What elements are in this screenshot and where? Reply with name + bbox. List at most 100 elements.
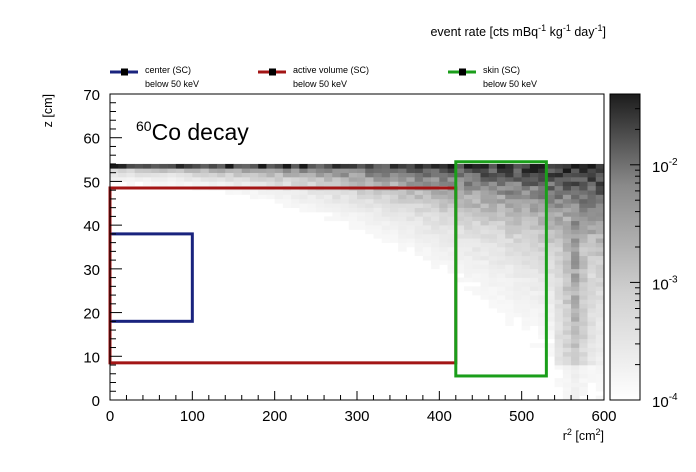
heatmap-cell bbox=[291, 190, 300, 195]
heatmap-cell bbox=[496, 172, 506, 178]
heatmap-cell bbox=[571, 321, 580, 326]
heatmap-cell bbox=[126, 163, 135, 169]
heatmap-cell bbox=[521, 233, 531, 239]
heatmap-cell bbox=[398, 229, 407, 235]
heatmap-cell bbox=[472, 168, 481, 173]
heatmap-cell bbox=[414, 190, 424, 195]
heatmap-cell bbox=[414, 225, 424, 230]
heatmap-cell bbox=[546, 281, 555, 287]
heatmap-cell bbox=[571, 373, 580, 379]
heatmap-cell bbox=[538, 255, 547, 261]
heatmap-cell bbox=[513, 229, 522, 235]
heatmap-cell bbox=[496, 203, 506, 208]
heatmap-cell bbox=[595, 255, 605, 261]
heatmap-cell bbox=[546, 295, 555, 300]
heatmap-cell bbox=[521, 268, 531, 274]
heatmap-cell bbox=[381, 172, 391, 178]
heatmap-cell bbox=[282, 203, 292, 208]
heatmap-cell bbox=[266, 163, 275, 169]
heatmap-cell bbox=[381, 168, 391, 173]
heatmap-cell bbox=[587, 360, 597, 366]
heatmap-cell bbox=[184, 177, 193, 182]
heatmap-cell bbox=[167, 181, 177, 187]
heatmap-cell bbox=[521, 260, 531, 265]
heatmap-cell bbox=[357, 181, 366, 187]
heatmap-cell bbox=[200, 163, 210, 169]
heatmap-cell bbox=[554, 277, 564, 283]
heatmap-cell bbox=[340, 190, 350, 195]
heatmap-cell bbox=[529, 216, 539, 222]
heatmap-cell bbox=[538, 316, 547, 322]
heatmap-cell bbox=[496, 238, 506, 243]
heatmap-cell bbox=[571, 391, 580, 396]
heatmap-cell bbox=[571, 316, 580, 322]
heatmap-cell bbox=[291, 181, 300, 187]
heatmap-cell bbox=[546, 238, 555, 243]
heatmap-cell bbox=[562, 177, 572, 182]
heatmap-cell bbox=[529, 229, 539, 235]
heatmap-cell bbox=[324, 194, 333, 200]
heatmap-cell bbox=[488, 281, 498, 287]
heatmap-cell bbox=[431, 212, 440, 217]
heatmap-cell bbox=[414, 172, 424, 178]
heatmap-cell bbox=[258, 163, 267, 169]
heatmap-cell bbox=[554, 382, 564, 388]
colorbar: 10-2 10-3 10-4 bbox=[609, 93, 678, 411]
heatmap-cell bbox=[357, 220, 366, 226]
heatmap-cell bbox=[496, 225, 506, 230]
heatmap-cell bbox=[595, 395, 605, 401]
heatmap-cell bbox=[496, 260, 506, 265]
heatmap-cell bbox=[521, 220, 531, 226]
legend-marker bbox=[121, 68, 128, 76]
heatmap-cell bbox=[439, 198, 448, 204]
heatmap-cell bbox=[241, 190, 251, 195]
heatmap-cell bbox=[258, 177, 267, 182]
heatmap-cell bbox=[546, 185, 555, 191]
heatmap-cell bbox=[505, 321, 514, 326]
heatmap-cell bbox=[249, 190, 259, 195]
heatmap-cell bbox=[439, 190, 448, 195]
heatmap-cell bbox=[546, 229, 555, 235]
heatmap-cell bbox=[249, 177, 259, 182]
heatmap-cell bbox=[529, 281, 539, 287]
heatmap-cell bbox=[464, 190, 473, 195]
heatmap-cell bbox=[529, 190, 539, 195]
heatmap-cell bbox=[307, 172, 317, 178]
heatmap-cell bbox=[134, 177, 144, 182]
heatmap-cell bbox=[464, 207, 473, 213]
heatmap-cell bbox=[587, 365, 597, 370]
heatmap-cell bbox=[595, 172, 605, 178]
heatmap-cell bbox=[480, 168, 490, 173]
heatmap-cell bbox=[529, 290, 539, 296]
heatmap-cell bbox=[529, 343, 539, 348]
heatmap-cell bbox=[389, 220, 399, 226]
heatmap-cell bbox=[562, 295, 572, 300]
heatmap-cell bbox=[571, 225, 580, 230]
heatmap-cell bbox=[538, 330, 547, 335]
heatmap-cell bbox=[348, 181, 358, 187]
x-tick-label: 400 bbox=[427, 408, 452, 425]
heatmap-cell bbox=[422, 216, 432, 222]
heatmap-cell bbox=[315, 177, 325, 182]
heatmap-cell bbox=[167, 168, 177, 173]
heatmap-cell bbox=[422, 220, 432, 226]
heatmap-cell bbox=[381, 163, 391, 169]
heatmap-cell bbox=[126, 181, 135, 187]
heatmap-cell bbox=[595, 290, 605, 296]
heatmap-cell bbox=[455, 198, 465, 204]
heatmap-cell bbox=[422, 194, 432, 200]
heatmap-cell bbox=[496, 198, 506, 204]
heatmap-cell bbox=[274, 181, 284, 187]
heatmap-cell bbox=[538, 290, 547, 296]
heatmap-cell bbox=[488, 251, 498, 257]
heatmap-cell bbox=[274, 168, 284, 173]
heatmap-cell bbox=[554, 264, 564, 270]
heatmap-cell bbox=[472, 273, 481, 278]
heatmap-cell bbox=[365, 198, 374, 204]
heatmap-cell bbox=[562, 369, 572, 375]
heatmap-cell bbox=[505, 212, 514, 217]
heatmap-cell bbox=[571, 281, 580, 287]
heatmap-cell bbox=[274, 172, 284, 178]
heatmap-cell bbox=[455, 260, 465, 265]
